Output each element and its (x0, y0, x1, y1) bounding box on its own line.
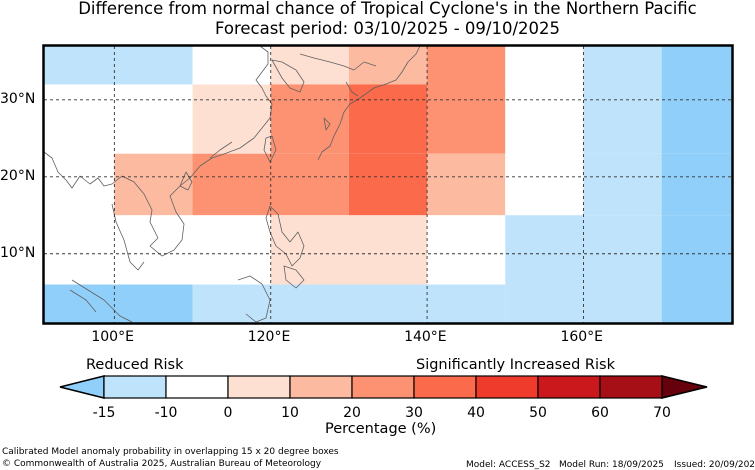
colorbar-segment (351, 375, 415, 399)
chart-title: Difference from normal chance of Tropica… (78, 0, 697, 18)
risk-cell (661, 215, 732, 285)
colorbar-segment (475, 375, 539, 399)
footer-note: Calibrated Model anomaly probability in … (2, 447, 339, 457)
risk-cell (270, 46, 349, 85)
risk-cell (427, 46, 506, 85)
colorbar-segment (599, 375, 663, 399)
risk-cell (661, 153, 732, 216)
risk-cell (661, 46, 732, 85)
colorbar-xlabel: Percentage (%) (325, 421, 437, 437)
colorbar-segment (537, 375, 601, 399)
colorbar-segment (413, 375, 477, 399)
colorbar-over-arrow (661, 375, 708, 399)
risk-cell (270, 215, 428, 285)
risk-cell (661, 284, 732, 323)
risk-cell (114, 84, 193, 154)
lon-tick-label: 120°E (247, 329, 291, 345)
copyright: © Commonwealth of Australia 2025, Austra… (2, 459, 322, 469)
risk-cell (44, 284, 193, 323)
increased-risk-label: Significantly Increased Risk (416, 357, 615, 373)
risk-cell (583, 215, 662, 285)
risk-cell (270, 84, 349, 154)
colorbar-tick-label: 60 (591, 405, 609, 421)
risk-cell (192, 215, 271, 285)
lat-tick-label: 20°N (0, 167, 36, 184)
risk-cell (505, 46, 584, 85)
colorbar-tick-label: -10 (154, 405, 178, 421)
risk-cell (505, 153, 584, 216)
map-frame (42, 44, 734, 325)
colorbar-segment (103, 375, 167, 399)
colorbar-tick-label: 20 (343, 405, 361, 421)
risk-cell (44, 215, 193, 285)
forecast-period: Forecast period: 03/10/2025 - 09/10/2025 (214, 19, 561, 38)
lat-tick-label: 10°N (0, 244, 36, 261)
risk-cell (427, 153, 506, 216)
colorbar-tick-label: 40 (467, 405, 485, 421)
colorbar-tick-label: 70 (653, 405, 671, 421)
risk-cell (427, 215, 506, 285)
lon-tick-label: 160°E (560, 329, 604, 345)
risk-cell (348, 153, 428, 216)
risk-cell (114, 153, 193, 216)
risk-cell (44, 84, 115, 154)
lat-tick-label: 30°N (0, 90, 36, 107)
risk-cell (583, 84, 662, 154)
risk-cell (583, 46, 662, 85)
lon-tick-label: 100°E (91, 329, 134, 345)
colorbar-under-arrow (59, 375, 105, 399)
colorbar-tick-label: 50 (529, 405, 547, 421)
colorbar-tick-label: 30 (405, 405, 423, 421)
colorbar-segment (289, 375, 353, 399)
risk-cell (192, 84, 271, 154)
graticule (44, 46, 732, 323)
risk-cell (661, 84, 732, 154)
risk-cell (505, 84, 584, 154)
issued-date: Issued: 20/09/2025 (674, 460, 755, 470)
colorbar-tick-label: 10 (281, 405, 299, 421)
colorbar-tick-label: -15 (92, 405, 116, 421)
risk-cell (583, 153, 662, 216)
reduced-risk-label: Reduced Risk (86, 357, 184, 373)
risk-cell (427, 84, 506, 154)
risk-cell (192, 46, 271, 85)
colorbar-segment (165, 375, 229, 399)
model-run: Model Run: 18/09/2025 (559, 460, 664, 470)
risk-cell (270, 284, 506, 323)
risk-cell (348, 46, 428, 85)
risk-cell (44, 46, 193, 85)
colorbar-tick-label: 0 (223, 405, 233, 421)
colorbar-segment (227, 375, 291, 399)
risk-cell (192, 284, 271, 323)
model-name: Model: ACCESS_S2 (466, 460, 551, 470)
lon-tick-label: 140°E (404, 329, 447, 345)
risk-cell (505, 215, 584, 285)
risk-cell (348, 84, 428, 154)
